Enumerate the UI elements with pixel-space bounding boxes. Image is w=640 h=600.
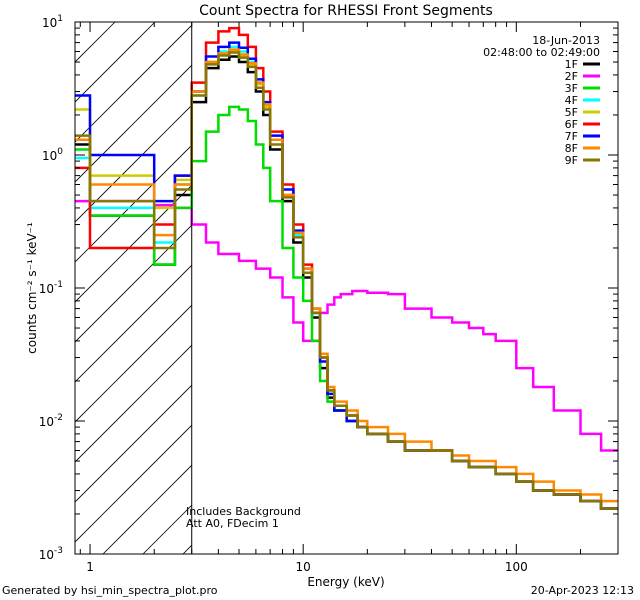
hatch-line	[103, 22, 635, 554]
axes: 1 10 100 101 100 10-1 10-2 10-3	[39, 14, 618, 574]
series-line-7f	[75, 43, 618, 509]
x-tick-label: 10	[296, 560, 311, 574]
generated-by-text: Generated by hsi_min_spectra_plot.pro	[2, 584, 218, 597]
hatch-line	[23, 22, 555, 554]
y-tick-label: 100	[42, 147, 63, 163]
x-axis-label: Energy (keV)	[307, 575, 384, 589]
plot-frame	[75, 22, 618, 554]
legend-label-9f: 9F	[565, 154, 578, 167]
hatch-line	[0, 22, 475, 554]
hatch-line	[0, 22, 435, 554]
series-line-9f	[75, 53, 618, 509]
series-line-5f	[75, 52, 618, 509]
timestamp-text: 20-Apr-2023 12:13	[531, 584, 634, 597]
x-tick-label: 1	[86, 560, 94, 574]
y-tick-label: 10-2	[39, 413, 63, 429]
y-tick-label: 101	[42, 14, 63, 30]
series-line-1f	[75, 57, 618, 509]
x-tick-label: 100	[505, 560, 528, 574]
annotation-attenuator: Att A0, FDecim 1	[186, 517, 279, 530]
y-tick-label: 10-3	[39, 546, 63, 562]
series-line-8f	[75, 50, 618, 502]
series-line-3f	[75, 107, 618, 509]
time-range-label: 02:48:00 to 02:49:00	[483, 46, 600, 59]
spectrum-chart: Count Spectra for RHESSI Front Segments …	[0, 0, 640, 600]
y-axis-label: counts cm⁻² s⁻¹ keV⁻¹	[25, 222, 39, 354]
series-line-4f	[75, 47, 618, 509]
excluded-region-hatch	[0, 22, 640, 554]
chart-title: Count Spectra for RHESSI Front Segments	[199, 3, 493, 19]
y-tick-label: 10-1	[39, 280, 63, 296]
